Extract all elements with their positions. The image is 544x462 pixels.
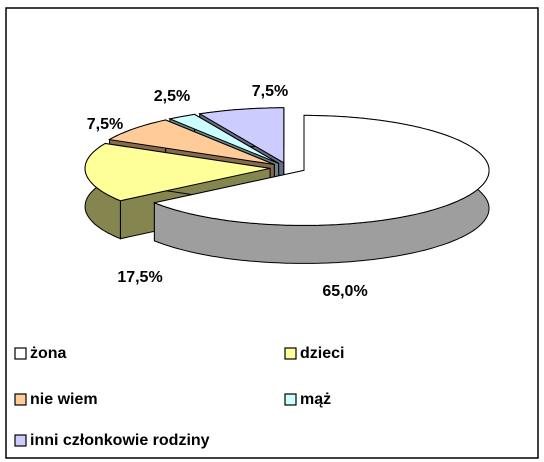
legend-label: mąż [300,391,331,408]
legend-label: dzieci [300,345,344,362]
legend-swatch [14,347,27,360]
data-label: 7,5% [252,83,288,100]
legend-label: nie wiem [30,391,98,408]
slice [152,114,490,264]
legend-swatch [284,347,297,360]
slice-top [108,119,275,165]
slice-top [152,114,490,226]
legend-label: żona [30,345,67,362]
legend-swatch [284,393,297,406]
data-label: 17,5% [117,269,162,286]
data-label: 65,0% [322,283,367,300]
data-label: 7,5% [87,116,123,133]
slice-top [198,107,285,164]
data-label: 2,5% [154,88,190,105]
slice-top [168,113,279,164]
legend-swatch [14,393,27,406]
slice-top [84,142,271,202]
legend-swatch [14,434,27,447]
legend-label: inni członkowie rodziny [30,432,210,449]
